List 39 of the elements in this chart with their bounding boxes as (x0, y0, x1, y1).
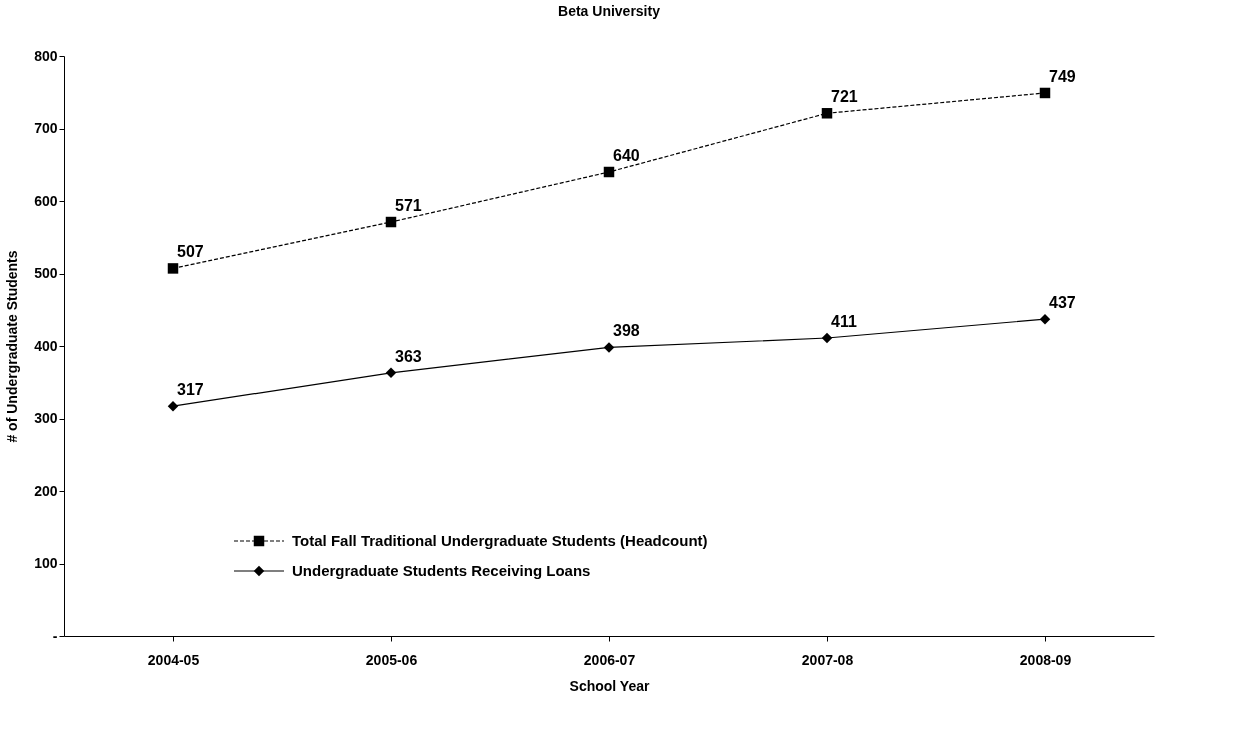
y-tick-label: 300 (34, 410, 58, 426)
legend-label: Undergraduate Students Receiving Loans (292, 562, 591, 579)
x-tick-label: 2008-09 (1019, 651, 1072, 668)
point (385, 367, 397, 379)
point (603, 342, 615, 353)
y-tick-label: 500 (34, 265, 58, 281)
data-label: 571 (395, 197, 422, 215)
legend-label: Total Fall Traditional Undergraduate Students (Headcount) (292, 532, 708, 549)
data-label: 640 (613, 147, 640, 164)
y-tick-label: 800 (34, 47, 58, 64)
point (1039, 87, 1051, 99)
point (167, 263, 179, 274)
y-tick-label: 400 (34, 337, 58, 354)
x-tick-label: 2005-06 (365, 651, 418, 668)
point (167, 400, 179, 412)
x-tick-label: 2004-05 (147, 651, 200, 668)
y-tick-label: 100 (34, 555, 58, 571)
data-label: 363 (395, 347, 422, 365)
data-label: 317 (177, 381, 204, 399)
point (603, 166, 615, 178)
data-label: 437 (1049, 294, 1076, 312)
y-tick-label: - (52, 627, 58, 644)
point (821, 108, 833, 119)
data-label: 398 (613, 322, 640, 340)
y-tick-label: 200 (34, 482, 58, 499)
x-tick-label: 2007-08 (801, 651, 854, 668)
data-label: 411 (831, 313, 857, 331)
y-tick-label: 700 (34, 120, 58, 136)
y-axis-title: # of Undergraduate Students (4, 250, 21, 443)
chart-title: Beta University (558, 3, 661, 19)
data-label: 721 (831, 88, 858, 106)
x-tick-label: 2006-07 (583, 651, 636, 668)
data-label: 507 (177, 243, 204, 261)
point (385, 216, 397, 228)
point (1039, 313, 1051, 325)
x-axis-title: School Year (569, 677, 650, 694)
point (821, 332, 833, 344)
data-label: 749 (1049, 67, 1076, 85)
y-tick-label: 600 (34, 192, 58, 209)
